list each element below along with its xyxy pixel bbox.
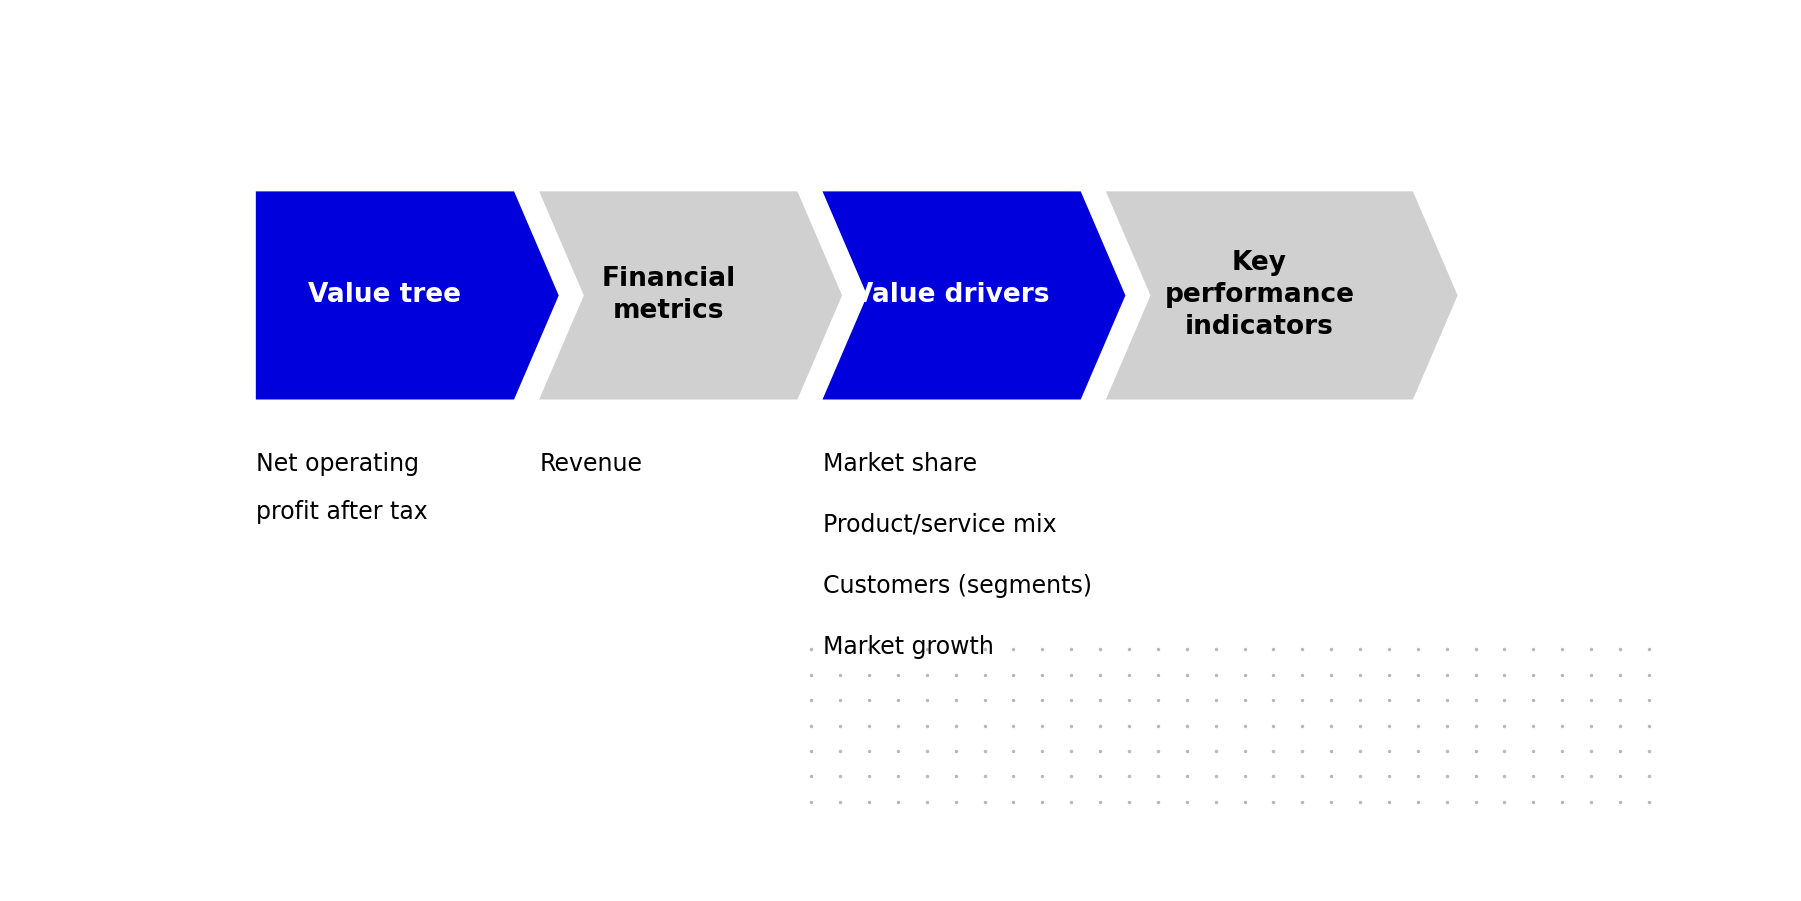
Text: Revenue: Revenue: [538, 451, 643, 476]
Text: Financial
metrics: Financial metrics: [602, 267, 735, 324]
Text: Market share: Market share: [823, 451, 976, 476]
Polygon shape: [538, 191, 843, 399]
Text: Customers (segments): Customers (segments): [823, 574, 1091, 597]
Polygon shape: [256, 191, 558, 399]
Text: Value drivers: Value drivers: [854, 282, 1050, 308]
Text: Value tree: Value tree: [308, 282, 461, 308]
Polygon shape: [1106, 191, 1457, 399]
Text: Net operating: Net operating: [256, 451, 420, 476]
Polygon shape: [823, 191, 1126, 399]
Text: Key
performance
indicators: Key performance indicators: [1165, 250, 1354, 341]
Text: Product/service mix: Product/service mix: [823, 513, 1055, 537]
Text: Market growth: Market growth: [823, 634, 994, 659]
Text: profit after tax: profit after tax: [256, 500, 427, 524]
